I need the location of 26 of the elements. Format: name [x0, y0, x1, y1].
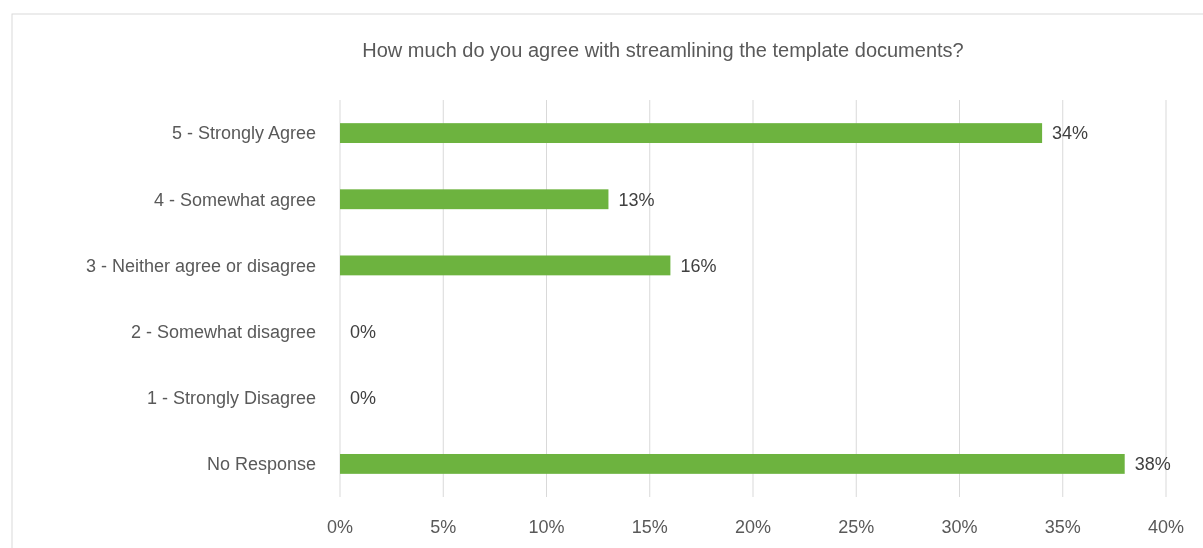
bar: [340, 189, 609, 210]
x-tick-label: 25%: [838, 517, 875, 538]
x-tick-label: 15%: [631, 517, 668, 538]
chart-title: How much do you agree with streamlining the template documents?: [362, 39, 964, 61]
x-tick-label: 30%: [941, 517, 978, 538]
data-label: 34%: [1052, 123, 1089, 144]
x-tick-label: 5%: [430, 517, 457, 538]
y-tick-label: 3 - Neither agree or disagree: [85, 255, 316, 276]
y-tick-label: 5 - Strongly Agree: [171, 123, 316, 144]
y-tick-label: 1 - Strongly Disagree: [146, 388, 316, 409]
bar: [340, 453, 1125, 474]
data-label: 0%: [350, 321, 377, 342]
x-tick-label: 0%: [326, 517, 354, 538]
x-tick-label: 10%: [528, 517, 565, 538]
data-label: 0%: [350, 388, 377, 409]
y-tick-label: 2 - Somewhat disagree: [130, 321, 316, 342]
x-tick-label: 20%: [734, 517, 772, 538]
bar: [340, 255, 671, 276]
y-tick-label: No Response: [206, 454, 316, 475]
data-label: 13%: [618, 189, 655, 210]
data-label: 16%: [680, 255, 717, 276]
bar: [340, 123, 1043, 144]
y-tick-label: 4 - Somewhat agree: [153, 189, 316, 210]
data-label: 38%: [1134, 454, 1171, 475]
x-tick-label: 35%: [1044, 517, 1081, 538]
x-tick-label: 40%: [1147, 517, 1185, 538]
